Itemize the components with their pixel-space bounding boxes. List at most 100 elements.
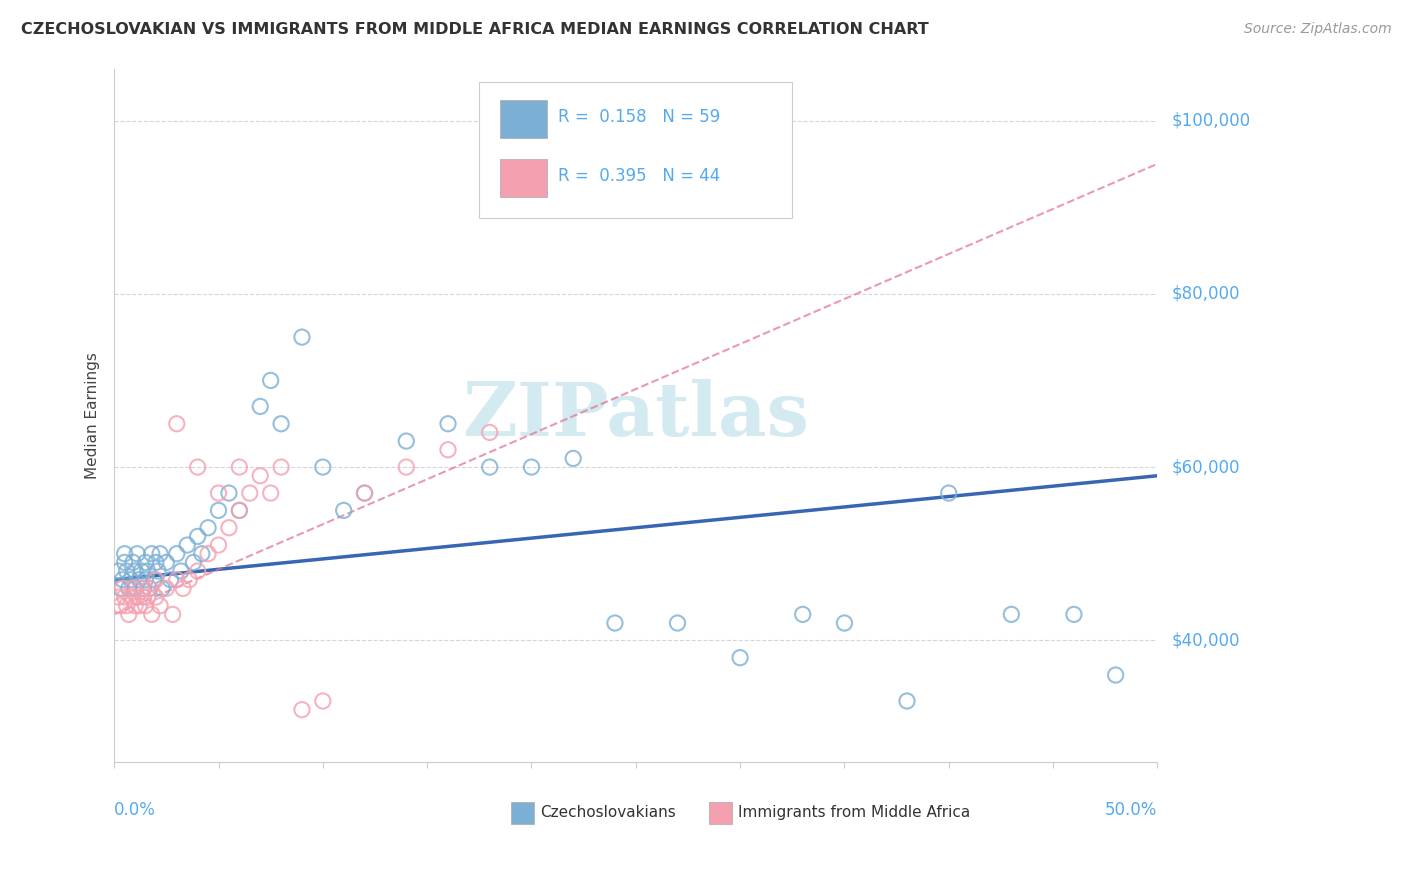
- Point: [666, 615, 689, 630]
- Point: [124, 582, 146, 596]
- Point: [124, 599, 146, 613]
- Point: [131, 582, 153, 596]
- Point: [136, 590, 159, 604]
- Point: [141, 547, 163, 561]
- Point: [136, 564, 159, 578]
- Point: [834, 615, 856, 630]
- Point: [197, 521, 219, 535]
- Point: [353, 486, 375, 500]
- FancyBboxPatch shape: [501, 159, 547, 197]
- Point: [111, 582, 134, 596]
- Point: [166, 417, 188, 431]
- Point: [437, 417, 460, 431]
- Text: $80,000: $80,000: [1171, 285, 1240, 302]
- Point: [291, 703, 314, 717]
- Text: Czechoslovakians: Czechoslovakians: [540, 805, 675, 821]
- Point: [118, 607, 141, 622]
- Point: [938, 486, 960, 500]
- Point: [145, 573, 167, 587]
- Point: [132, 590, 155, 604]
- Point: [110, 599, 132, 613]
- Point: [228, 503, 250, 517]
- Y-axis label: Median Earnings: Median Earnings: [86, 351, 100, 478]
- Point: [134, 573, 156, 587]
- Point: [207, 503, 229, 517]
- Point: [520, 460, 543, 475]
- Point: [114, 590, 136, 604]
- Point: [478, 460, 501, 475]
- Point: [128, 599, 150, 613]
- Point: [138, 582, 160, 596]
- Point: [260, 373, 283, 387]
- Point: [150, 582, 173, 596]
- Point: [131, 564, 153, 578]
- Point: [114, 555, 136, 569]
- Point: [170, 564, 193, 578]
- Point: [1104, 668, 1126, 682]
- Point: [132, 582, 155, 596]
- Point: [142, 573, 165, 587]
- Point: [166, 547, 188, 561]
- Point: [562, 451, 585, 466]
- Point: [122, 555, 145, 569]
- Point: [176, 538, 198, 552]
- Point: [179, 573, 201, 587]
- Point: [138, 582, 160, 596]
- Point: [127, 590, 149, 604]
- Point: [120, 590, 142, 604]
- Point: [187, 564, 209, 578]
- Point: [239, 486, 262, 500]
- Point: [149, 547, 172, 561]
- Point: [145, 555, 167, 569]
- Point: [115, 564, 138, 578]
- Point: [896, 694, 918, 708]
- Point: [149, 599, 172, 613]
- Point: [260, 486, 283, 500]
- Point: [207, 538, 229, 552]
- Point: [111, 573, 134, 587]
- Point: [155, 582, 177, 596]
- Point: [191, 547, 214, 561]
- FancyBboxPatch shape: [501, 100, 547, 138]
- Point: [228, 503, 250, 517]
- Point: [115, 599, 138, 613]
- Point: [134, 555, 156, 569]
- Text: $60,000: $60,000: [1171, 458, 1240, 476]
- Point: [1063, 607, 1085, 622]
- Point: [124, 564, 146, 578]
- Point: [159, 573, 181, 587]
- Point: [122, 582, 145, 596]
- Point: [792, 607, 814, 622]
- FancyBboxPatch shape: [709, 802, 731, 824]
- Point: [118, 582, 141, 596]
- Text: 50.0%: 50.0%: [1105, 800, 1157, 819]
- Text: R =  0.395   N = 44: R = 0.395 N = 44: [558, 167, 720, 185]
- Point: [155, 555, 177, 569]
- Point: [145, 590, 167, 604]
- Point: [120, 573, 142, 587]
- Point: [110, 582, 132, 596]
- Point: [207, 486, 229, 500]
- Point: [312, 694, 335, 708]
- Point: [134, 599, 156, 613]
- Point: [197, 547, 219, 561]
- Point: [218, 521, 240, 535]
- Point: [172, 582, 194, 596]
- Text: $100,000: $100,000: [1171, 112, 1250, 129]
- Point: [1000, 607, 1022, 622]
- Text: CZECHOSLOVAKIAN VS IMMIGRANTS FROM MIDDLE AFRICA MEDIAN EARNINGS CORRELATION CHA: CZECHOSLOVAKIAN VS IMMIGRANTS FROM MIDDL…: [21, 22, 929, 37]
- Point: [270, 417, 292, 431]
- Text: R =  0.158   N = 59: R = 0.158 N = 59: [558, 108, 720, 126]
- Point: [127, 547, 149, 561]
- Text: Immigrants from Middle Africa: Immigrants from Middle Africa: [738, 805, 970, 821]
- Point: [270, 460, 292, 475]
- Point: [437, 442, 460, 457]
- Point: [107, 564, 129, 578]
- Point: [183, 555, 205, 569]
- Point: [228, 460, 250, 475]
- Point: [478, 425, 501, 440]
- Point: [218, 486, 240, 500]
- Point: [603, 615, 626, 630]
- Point: [353, 486, 375, 500]
- Text: ZIPatlas: ZIPatlas: [463, 378, 810, 451]
